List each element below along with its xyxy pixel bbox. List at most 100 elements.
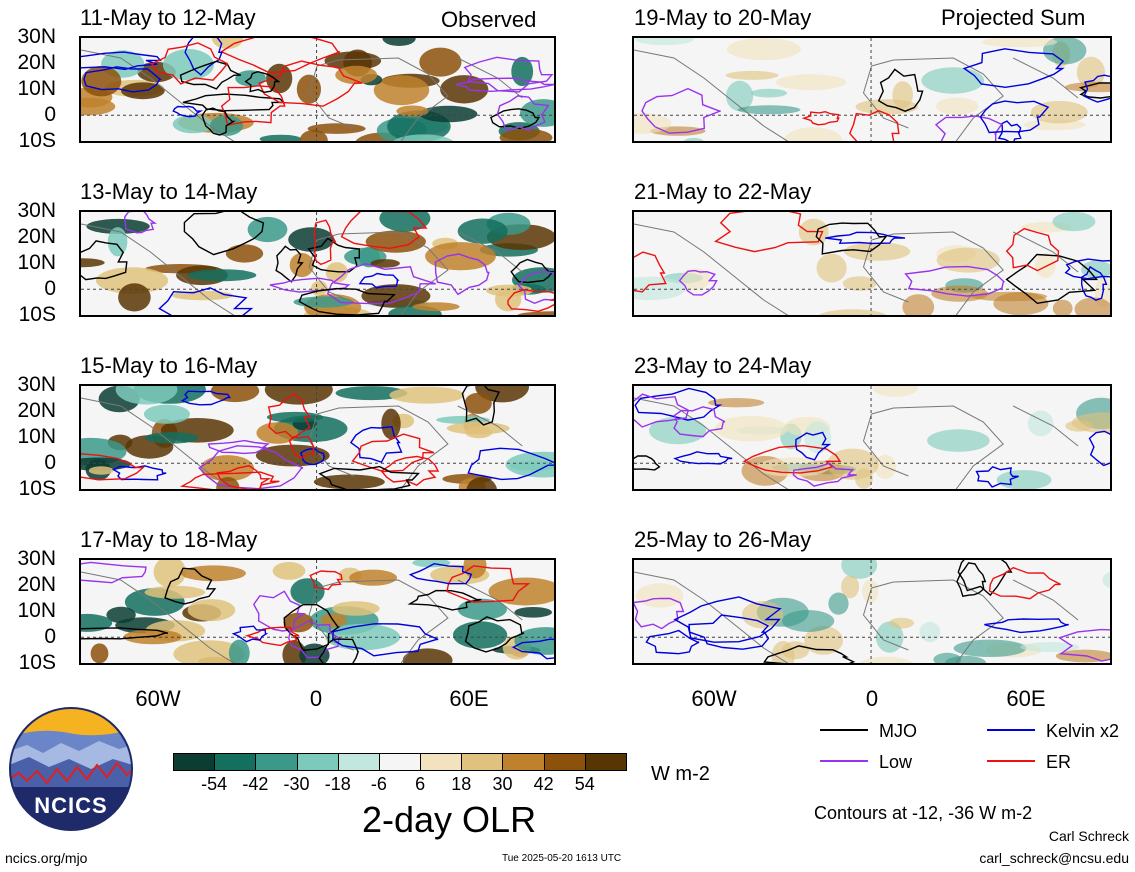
filter-contour xyxy=(180,390,231,406)
colorbar-swatch xyxy=(255,753,298,771)
olr-field xyxy=(634,386,1110,489)
filter-contour xyxy=(198,445,304,489)
olr-anomaly-shade xyxy=(933,652,962,663)
olr-anomaly-shade xyxy=(1030,100,1088,124)
filter-contour xyxy=(467,447,554,481)
filter-contour xyxy=(463,56,554,93)
filter-contour xyxy=(380,455,440,487)
olr-anomaly-shade xyxy=(737,105,801,115)
lat-label: 10S xyxy=(18,303,56,326)
colorbar-tick-label: 6 xyxy=(415,774,426,794)
filter-contour xyxy=(283,604,341,652)
projected-olr-map xyxy=(632,210,1112,317)
olr-anomaly-shade xyxy=(726,80,754,112)
olr-anomaly-shade xyxy=(514,627,554,655)
olr-anomaly-shade xyxy=(1052,212,1096,232)
panel-title: 15-May to 16-May xyxy=(80,353,258,378)
filter-contour xyxy=(1005,253,1099,305)
filter-contour xyxy=(713,212,824,253)
lat-label: 10N xyxy=(17,425,56,448)
filter-contour xyxy=(988,566,1061,600)
olr-anomaly-shade xyxy=(725,70,779,80)
mjo-legend-label: MJO xyxy=(879,721,917,741)
olr-anomaly-shade xyxy=(228,639,250,663)
filter-contour xyxy=(956,562,987,597)
filter-contour xyxy=(496,95,550,132)
filter-contour xyxy=(792,462,857,487)
olr-anomaly-shade xyxy=(81,97,116,116)
filter-contour xyxy=(461,386,501,426)
filter-contour xyxy=(1078,82,1110,99)
projected-olr-map xyxy=(632,36,1112,143)
olr-anomaly-shade xyxy=(902,294,935,315)
filter-contour xyxy=(634,251,667,293)
footer-url: ncics.org/mjo xyxy=(5,850,88,866)
olr-anomaly-shade xyxy=(634,112,672,134)
filter-contour xyxy=(182,93,286,112)
olr-anomaly-shade xyxy=(96,267,169,294)
filter-contour xyxy=(81,453,146,481)
olr-anomaly-shade xyxy=(828,592,849,615)
filter-contour xyxy=(934,115,1003,141)
olr-anomaly-shade xyxy=(634,276,687,301)
olr-anomaly-shade xyxy=(288,227,335,252)
panel-title: 25-May to 26-May xyxy=(634,527,812,552)
colorbar-tick-label: 54 xyxy=(574,774,595,794)
filter-contour xyxy=(201,107,236,136)
olr-anomaly-shade xyxy=(635,38,694,46)
filter-contour xyxy=(507,288,554,313)
filter-contour xyxy=(408,562,473,585)
filter-contour xyxy=(258,60,363,107)
filter-contour xyxy=(244,70,281,94)
olr-anomaly-shade xyxy=(88,466,114,475)
filter-contour xyxy=(634,455,661,471)
filter-contour xyxy=(1088,430,1110,467)
olr-anomaly-shade xyxy=(153,560,186,588)
coastline xyxy=(81,397,523,489)
contours-note: Contours at -12, -36 W m-2 xyxy=(814,803,1033,823)
filter-contour xyxy=(1080,265,1108,301)
filter-contour xyxy=(1005,227,1060,272)
mjo-legend-line xyxy=(820,729,868,731)
colorbar-swatch xyxy=(378,753,422,771)
olr-field xyxy=(634,38,1110,141)
olr-anomaly-shade xyxy=(1052,299,1073,315)
coastline xyxy=(81,223,523,315)
observed-olr-map xyxy=(79,36,556,143)
kelvin-legend-line xyxy=(987,729,1035,731)
colorbar-tick-label: -42 xyxy=(242,774,269,794)
colorbar-tick-label: -18 xyxy=(324,774,351,794)
olr-anomaly-shade xyxy=(325,623,401,651)
olr-anomaly-shade xyxy=(162,49,214,81)
filter-contour xyxy=(645,629,700,655)
colorbar-swatch xyxy=(214,753,257,771)
filter-contour xyxy=(984,618,1069,634)
olr-field xyxy=(81,386,554,489)
olr-anomaly-shade xyxy=(465,426,493,439)
panel-title: 13-May to 14-May xyxy=(80,179,258,204)
filter-contour xyxy=(517,270,554,305)
colorbar-swatch xyxy=(420,753,463,771)
lon-label: 60W xyxy=(135,686,181,711)
olr-anomaly-shade xyxy=(115,386,178,405)
olr-field xyxy=(81,560,554,663)
colorbar-swatch xyxy=(173,753,216,771)
coastline xyxy=(81,49,523,141)
filter-contour xyxy=(81,240,128,281)
filter-contour xyxy=(318,638,360,663)
filter-contour xyxy=(634,597,685,630)
olr-anomaly-shade xyxy=(373,75,430,106)
filter-contour xyxy=(634,393,690,428)
olr-anomaly-shade xyxy=(1043,38,1087,65)
filter-contour xyxy=(815,222,888,255)
panel-tag: Projected Sum xyxy=(941,5,1086,30)
olr-anomaly-shade xyxy=(783,127,843,141)
filter-contour xyxy=(763,645,856,663)
footer-timestamp: Tue 2025-05-20 1613 UTC xyxy=(502,853,622,864)
olr-anomaly-shade xyxy=(293,296,354,308)
logo-text: NCICS xyxy=(34,793,108,818)
olr-anomaly-shade xyxy=(419,105,478,123)
coastline xyxy=(634,223,1079,315)
filter-contour xyxy=(288,435,315,459)
olr-anomaly-shade xyxy=(888,617,914,629)
